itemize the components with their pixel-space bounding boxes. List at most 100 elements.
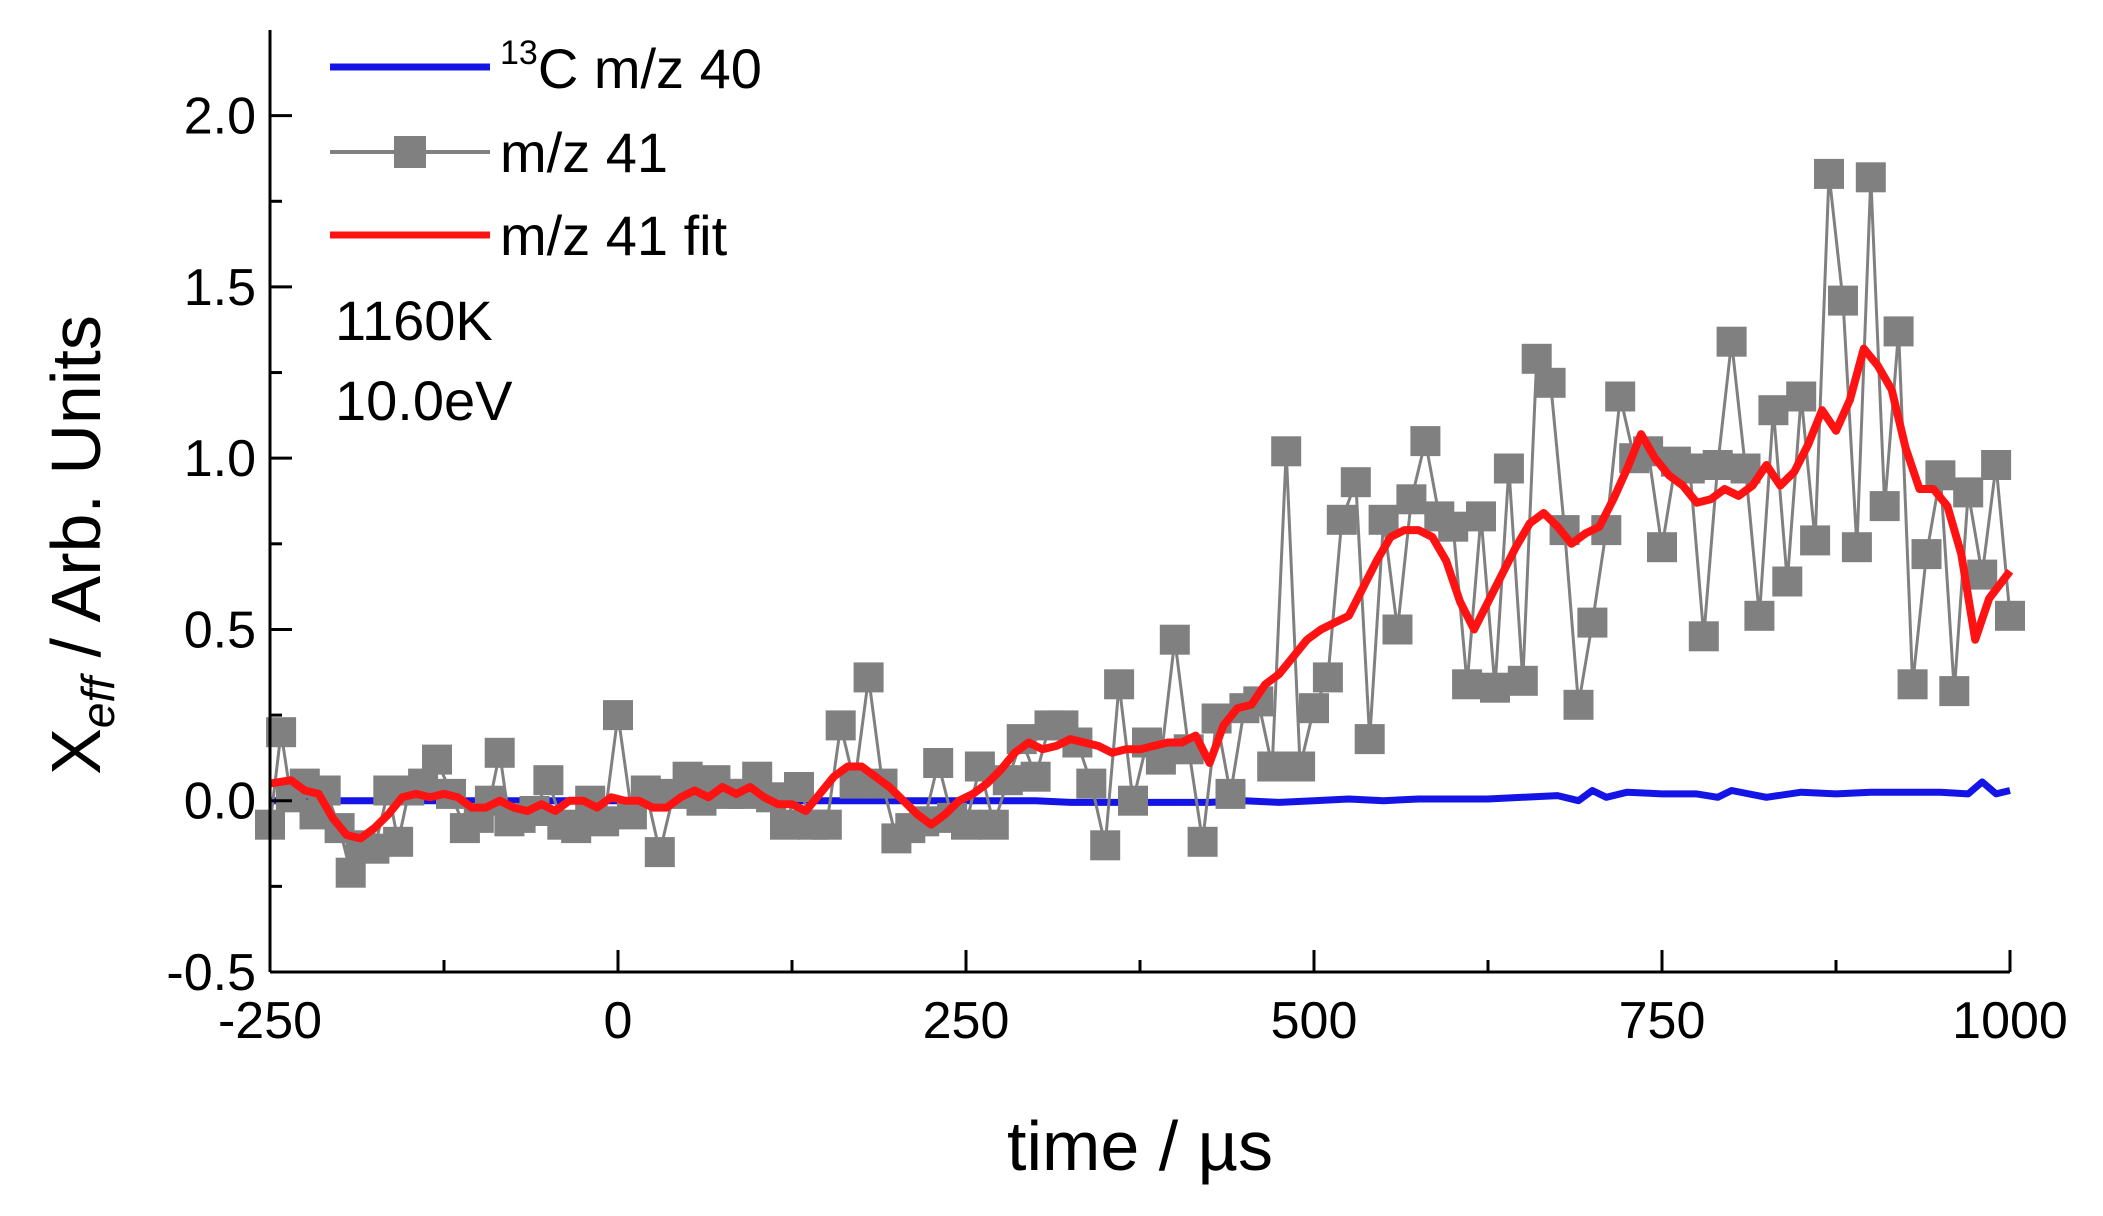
data-point-mz41 [1257,751,1288,782]
data-point-mz41 [1368,504,1399,535]
y-tick-label: 1.5 [184,259,256,317]
data-point-mz41 [1911,539,1942,570]
data-point-mz41 [1967,559,1998,590]
data-point-mz41 [1396,484,1427,515]
data-point-mz41 [1090,830,1121,861]
data-point-mz41 [1493,453,1524,484]
data-point-mz41 [1159,624,1190,655]
data-point-mz41 [811,809,842,840]
legend-label-13c-mz40: 13C m/z 40 [500,34,762,100]
data-point-mz41 [1410,426,1441,457]
x-tick-label: 750 [1619,992,1706,1050]
data-point-mz41 [603,700,633,731]
data-point-mz41 [853,662,884,693]
legend-label-13c-superscript: 13 [500,34,538,72]
data-point-mz41 [1939,676,1970,707]
x-axis-title: time / µs [1007,1107,1273,1185]
data-point-mz41 [1897,669,1928,700]
data-point-mz41 [1883,316,1914,347]
y-axis-title: Xeff / Arb. Units [37,315,124,775]
legend-label-mz41-fit: m/z 41 fit [500,204,728,267]
data-point-mz41 [978,809,1009,840]
data-point-mz41 [1995,600,2025,631]
data-point-mz41 [561,813,592,844]
y-axis-title-main: X [37,728,115,775]
legend-marker-mz41 [394,136,426,168]
x-tick-label: 250 [923,992,1010,1050]
data-point-mz41 [1563,689,1594,720]
data-point-mz41 [1828,285,1858,316]
data-point-mz41 [1118,785,1148,816]
data-point-mz41 [770,809,800,840]
data-point-mz41 [1340,467,1371,498]
y-tick-label: 0.0 [184,773,256,831]
y-tick-label: 2.0 [184,88,256,146]
y-tick-label: 1.0 [184,430,256,488]
data-point-mz41 [1271,436,1302,467]
data-point-mz41 [589,806,620,837]
data-point-mz41 [825,710,856,741]
y-tick-label: -0.5 [166,944,256,1002]
data-point-mz41 [1814,158,1844,189]
data-point-mz41 [1577,607,1608,638]
x-tick-label: -250 [218,992,322,1050]
data-point-mz41 [644,837,675,868]
series-line-mz41 [268,172,2012,875]
data-point-mz41 [1215,778,1246,809]
data-point-mz41 [1786,381,1817,412]
data-point-mz41 [1605,381,1636,412]
data-point-mz41 [422,744,452,775]
data-point-mz41 [1480,672,1510,703]
data-point-mz41 [1326,504,1357,535]
x-tick-label: 0 [604,992,633,1050]
x-tick-label: 500 [1271,992,1358,1050]
data-point-mz41 [1299,693,1329,724]
data-point-mz41 [1354,724,1385,755]
data-point-mz41 [1647,532,1677,563]
annotation-temperature: 1160K [335,289,493,352]
data-point-mz41 [1312,662,1343,693]
data-point-mz41 [1702,450,1733,480]
data-point-mz41 [1772,566,1803,597]
data-point-mz41 [1535,367,1566,398]
data-point-mz41 [1716,326,1747,357]
data-point-mz41 [1104,669,1135,700]
series-line-mz41-fit [269,344,2014,843]
annotation-energy: 10.0eV [335,369,513,432]
y-axis-title-rest: / Arb. Units [37,315,115,677]
data-point-mz41 [1452,669,1483,700]
data-point-mz41 [1758,395,1789,426]
legend-label-mz41: m/z 41 [500,121,668,184]
data-point-mz41 [1744,600,1775,631]
legend-label-13c-text: C m/z 40 [538,37,762,100]
data-point-mz41 [533,765,564,796]
data-point-mz41 [1285,751,1316,782]
data-point-mz41 [1855,162,1886,193]
y-axis-title-subscript: eff [72,673,124,728]
data-point-mz41 [1020,761,1051,792]
data-point-mz41 [1076,768,1107,799]
data-point-mz41 [951,809,981,840]
legend: 13C m/z 40 m/z 41 m/z 41 fit 1160K 10.0e… [330,34,762,432]
data-point-mz41 [1382,614,1413,645]
x-ticks: -250 0 250 500 750 1000 [218,950,2068,1050]
plot-area [255,158,2025,888]
x-tick-label: 1000 [1952,992,2068,1050]
data-point-mz41 [1507,665,1538,696]
data-point-mz41 [1688,621,1719,652]
data-point-mz41 [1466,501,1496,532]
data-point-mz41 [383,826,414,857]
data-point-mz41 [1981,450,2012,480]
data-point-mz41 [1800,525,1831,556]
data-point-mz41 [1187,826,1218,857]
data-point-mz41 [1841,532,1872,563]
data-point-mz41 [923,748,954,778]
data-point-mz41 [484,737,515,768]
data-point-mz41 [1438,511,1469,542]
data-point-mz41 [784,772,814,802]
y-tick-label: 0.5 [184,601,256,659]
y-ticks: -0.5 0.0 0.5 1.0 1.5 2.0 [166,88,292,1002]
data-point-mz41 [1953,477,1984,508]
